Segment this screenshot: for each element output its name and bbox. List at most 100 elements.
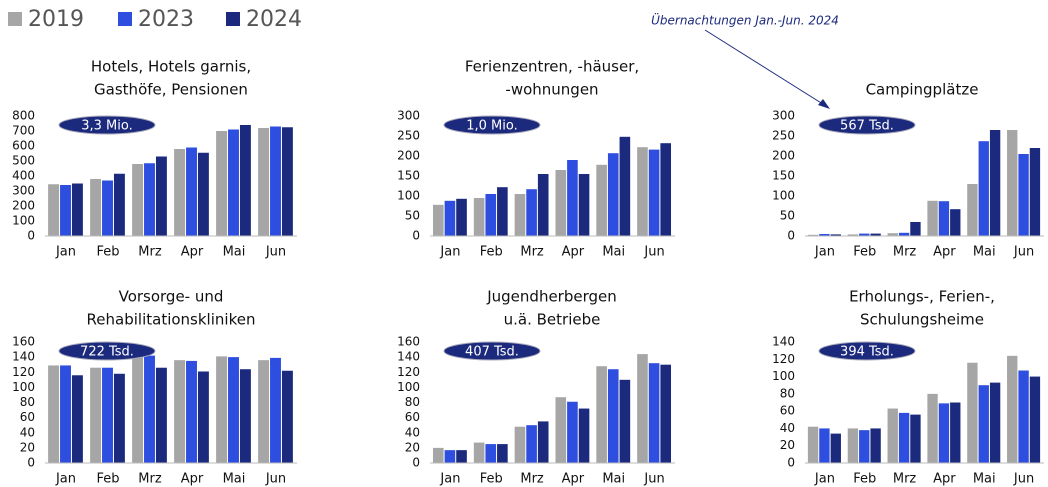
x-tick-label: Mai xyxy=(973,472,996,487)
x-tick-label: Feb xyxy=(853,472,876,487)
x-tick-label: Jan xyxy=(814,472,835,487)
x-tick-label: Jan xyxy=(55,472,76,487)
bar xyxy=(197,152,209,236)
bar xyxy=(270,357,281,463)
x-tick-label: Apr xyxy=(933,245,956,260)
x-tick-label: Mrz xyxy=(893,472,917,487)
y-tick-label: 20 xyxy=(780,438,795,452)
bar xyxy=(90,367,102,463)
y-tick-label: 80 xyxy=(780,386,795,400)
bar xyxy=(456,198,467,236)
y-tick-label: 20 xyxy=(405,440,420,454)
y-tick-label: 100 xyxy=(772,189,795,203)
bar xyxy=(48,365,60,463)
y-tick-label: 0 xyxy=(27,229,35,243)
bar xyxy=(444,200,456,236)
bar xyxy=(950,402,961,463)
bar xyxy=(978,385,989,463)
bar xyxy=(847,234,859,236)
bar xyxy=(444,450,456,463)
bar xyxy=(637,147,648,236)
bar xyxy=(473,442,485,463)
bar xyxy=(637,354,648,463)
bar xyxy=(967,362,978,463)
y-tick-label: 40 xyxy=(20,425,35,439)
y-tick-label: 50 xyxy=(780,209,795,223)
badge-bg xyxy=(443,341,541,361)
bar xyxy=(660,143,672,236)
bar xyxy=(938,403,950,463)
bar xyxy=(216,356,228,463)
y-tick-label: 20 xyxy=(20,440,35,454)
badge-label: 722 Tsd. xyxy=(80,345,134,360)
bar xyxy=(132,164,144,236)
bar xyxy=(859,430,870,463)
x-tick-label: Feb xyxy=(480,245,503,260)
bar xyxy=(567,401,578,463)
y-tick-label: 50 xyxy=(405,209,420,223)
x-tick-label: Apr xyxy=(181,245,204,260)
bar xyxy=(239,125,251,236)
y-tick-label: 120 xyxy=(772,352,795,366)
x-tick-label: Mrz xyxy=(520,245,544,260)
bar xyxy=(898,232,910,236)
bar xyxy=(927,393,938,463)
bar xyxy=(555,170,567,236)
bar xyxy=(258,128,270,236)
bar xyxy=(71,375,83,463)
bar xyxy=(555,397,567,463)
chart-title: -wohnungen xyxy=(505,81,598,99)
bar xyxy=(144,163,155,236)
bar xyxy=(432,204,444,236)
x-tick-label: Feb xyxy=(96,472,119,487)
bar xyxy=(607,369,619,463)
x-tick-label: Jun xyxy=(1013,245,1034,260)
y-tick-label: 100 xyxy=(12,380,35,394)
bar xyxy=(989,382,1001,463)
bar xyxy=(619,136,631,236)
y-tick-label: 100 xyxy=(397,189,420,203)
x-tick-label: Apr xyxy=(562,472,585,487)
x-tick-label: Mai xyxy=(602,472,625,487)
x-tick-label: Jun xyxy=(265,472,286,487)
y-tick-label: 0 xyxy=(412,229,420,243)
bar xyxy=(619,379,631,463)
x-tick-label: Mai xyxy=(602,245,625,260)
y-tick-label: 600 xyxy=(12,139,35,153)
bar xyxy=(870,233,881,236)
x-tick-label: Mrz xyxy=(520,472,544,487)
y-tick-label: 800 xyxy=(12,109,35,123)
bar xyxy=(910,222,921,236)
y-tick-label: 80 xyxy=(20,395,35,409)
bar xyxy=(870,428,881,463)
bar xyxy=(228,357,239,463)
bar xyxy=(1007,355,1018,463)
y-tick-label: 0 xyxy=(27,456,35,470)
y-tick-label: 500 xyxy=(12,154,35,168)
bar xyxy=(90,179,102,236)
y-tick-label: 120 xyxy=(12,365,35,379)
badge-bg xyxy=(58,115,156,135)
annotation: Übernachtungen Jan.-Jun. 2024 xyxy=(651,12,839,28)
x-tick-label: Apr xyxy=(933,472,956,487)
bar xyxy=(819,234,830,236)
y-tick-label: 250 xyxy=(772,129,795,143)
x-tick-label: Mrz xyxy=(893,245,917,260)
bar xyxy=(887,408,898,463)
x-tick-label: Jun xyxy=(643,245,664,260)
bar xyxy=(567,160,578,236)
y-tick-label: 60 xyxy=(780,404,795,418)
legend-label: 2023 xyxy=(138,7,194,32)
badge-bg xyxy=(58,341,156,361)
chart-title: Schulungsheime xyxy=(860,311,984,329)
x-tick-label: Apr xyxy=(181,472,204,487)
chart-title: Jugendherbergen xyxy=(486,288,617,306)
y-tick-label: 40 xyxy=(405,425,420,439)
bar xyxy=(830,234,841,236)
bar xyxy=(514,194,526,236)
legend-swatch xyxy=(118,12,132,26)
bar xyxy=(174,149,186,236)
x-tick-label: Jan xyxy=(439,472,460,487)
y-tick-label: 160 xyxy=(397,335,420,349)
bar xyxy=(48,184,60,236)
